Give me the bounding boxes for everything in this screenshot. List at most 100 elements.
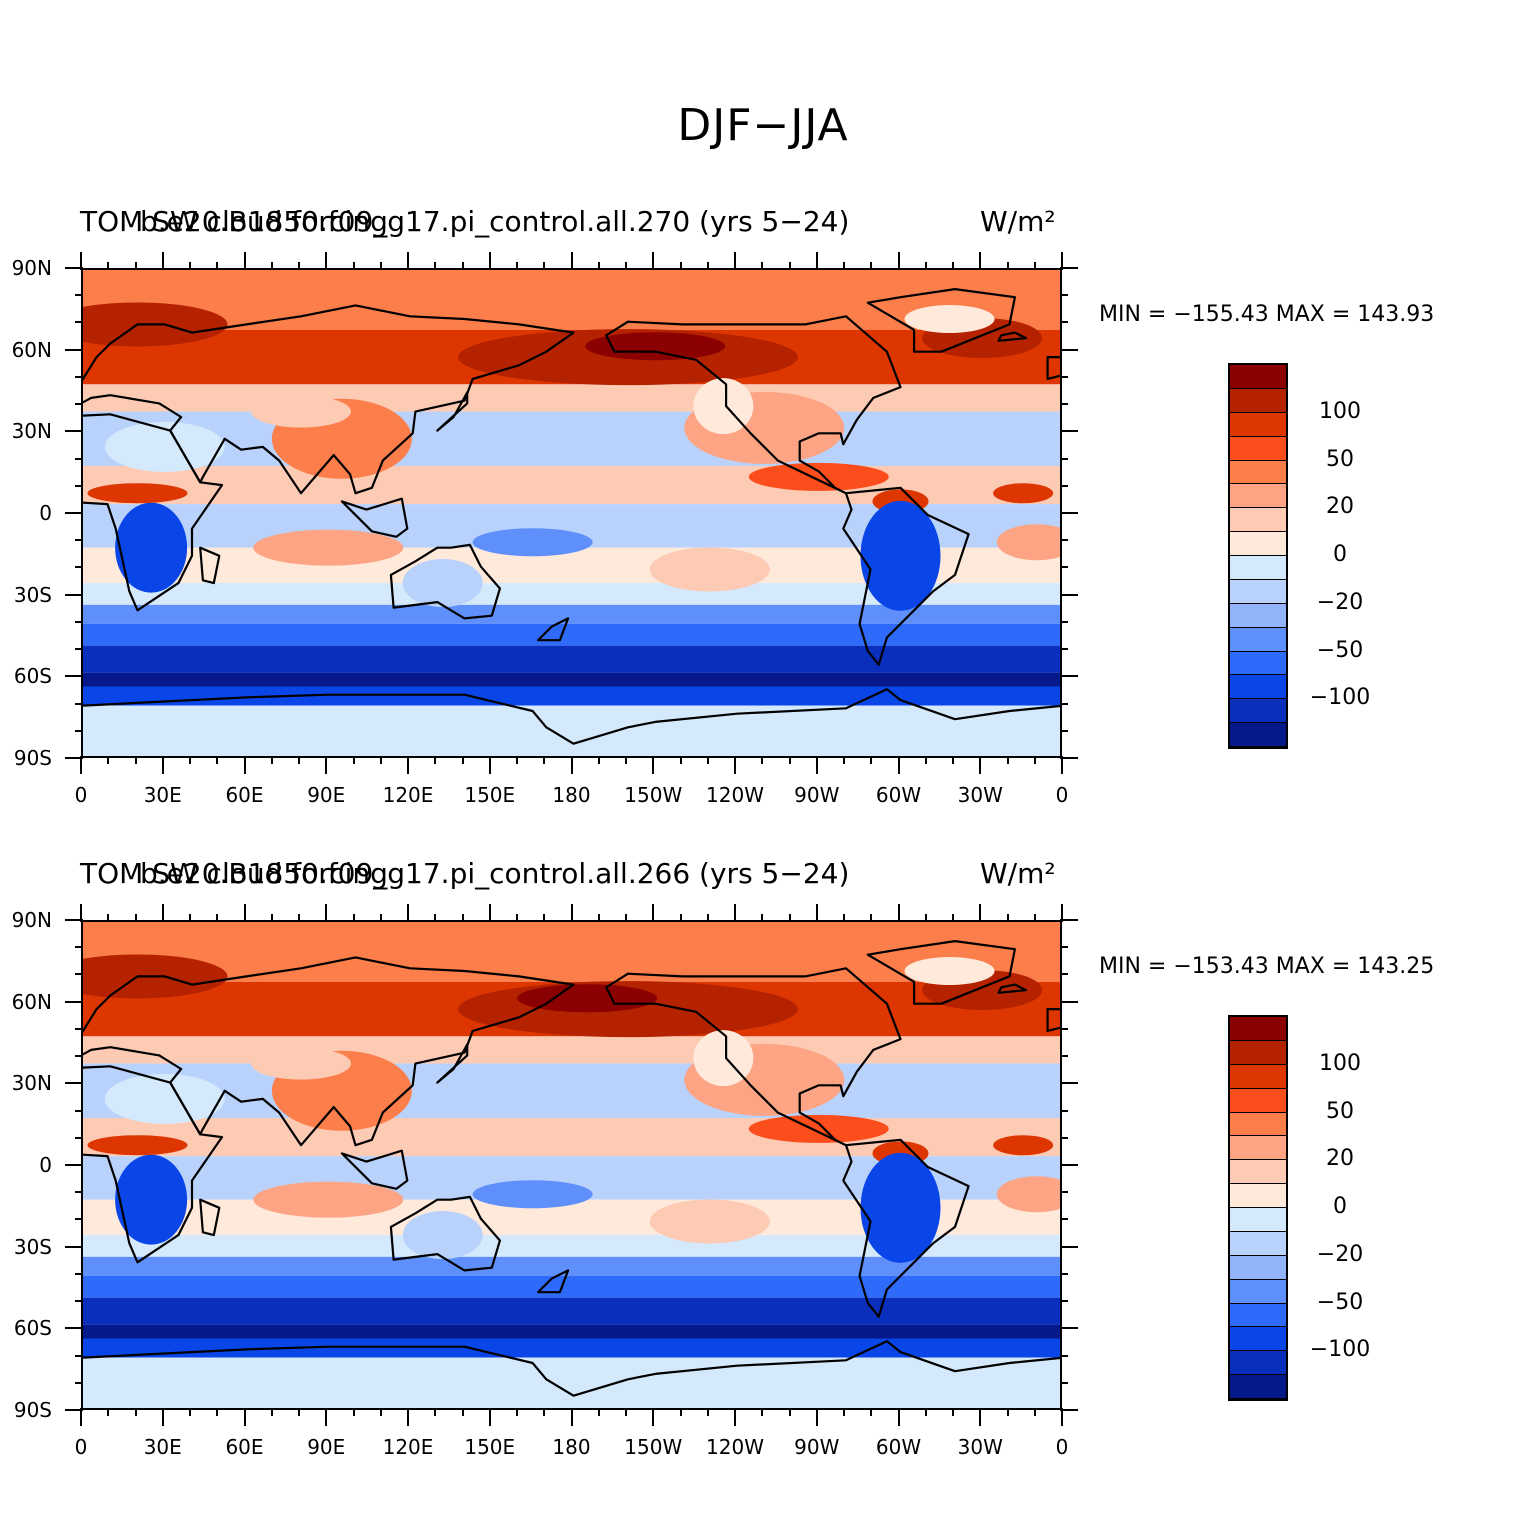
panel-variable-label: TOM SW cloud forcing bbox=[80, 205, 388, 238]
coastline bbox=[83, 304, 575, 495]
shading-blob bbox=[87, 1135, 188, 1156]
y-tick-label: 60S bbox=[13, 664, 52, 689]
x-tick-label: 120E bbox=[382, 783, 434, 807]
shading-band bbox=[83, 604, 1060, 624]
y-tick bbox=[1060, 512, 1078, 514]
y-minor-tick bbox=[1060, 973, 1068, 976]
coastline bbox=[997, 983, 1027, 994]
x-minor-tick bbox=[1006, 914, 1009, 922]
x-minor-tick bbox=[461, 756, 464, 764]
shading-band bbox=[83, 1235, 1060, 1257]
shading-band bbox=[83, 645, 1060, 673]
x-minor-tick bbox=[270, 262, 273, 270]
colorbar-segment bbox=[1230, 556, 1286, 580]
x-minor-tick bbox=[870, 262, 873, 270]
x-minor-tick bbox=[761, 914, 764, 922]
x-tick-label: 150E bbox=[464, 1435, 516, 1459]
y-tick bbox=[1060, 1082, 1078, 1085]
y-tick bbox=[65, 1327, 83, 1330]
y-tick bbox=[1060, 267, 1078, 269]
x-tick bbox=[161, 904, 164, 922]
map-plot bbox=[81, 920, 1062, 1410]
x-tick bbox=[815, 1408, 818, 1426]
y-minor-tick bbox=[1060, 484, 1068, 487]
figure-title: DJF−JJA bbox=[677, 100, 849, 151]
coastline bbox=[389, 543, 501, 620]
y-minor-tick bbox=[75, 321, 83, 324]
x-minor-tick bbox=[761, 756, 764, 764]
x-tick bbox=[570, 904, 573, 922]
colorbar-label: −20 bbox=[1316, 589, 1364, 615]
colorbar-segment bbox=[1230, 388, 1286, 413]
y-tick bbox=[65, 348, 83, 351]
panel-variable-label: TOM SW cloud forcing bbox=[80, 857, 388, 890]
coastline bbox=[436, 391, 469, 432]
x-minor-tick bbox=[216, 1408, 219, 1416]
x-minor-tick bbox=[843, 262, 845, 270]
x-tick-label: 150E bbox=[464, 783, 516, 807]
x-minor-tick bbox=[352, 914, 355, 922]
x-minor-tick bbox=[461, 1408, 464, 1416]
x-minor-tick bbox=[924, 914, 927, 922]
map-plot bbox=[81, 268, 1062, 758]
x-minor-tick bbox=[706, 1408, 709, 1416]
y-minor-tick bbox=[75, 1300, 83, 1303]
panel-units-label: W/m² bbox=[980, 205, 1056, 238]
y-minor-tick bbox=[75, 403, 83, 406]
colorbar-label: −20 bbox=[1316, 1241, 1364, 1267]
x-minor-tick bbox=[543, 262, 546, 270]
y-tick bbox=[1060, 1245, 1078, 1248]
shading-blob bbox=[115, 1154, 188, 1245]
coastline bbox=[83, 688, 1060, 745]
x-minor-tick bbox=[597, 756, 600, 764]
x-minor-tick bbox=[1033, 914, 1036, 922]
x-tick bbox=[652, 756, 655, 774]
shading-blob bbox=[860, 1152, 941, 1263]
x-tick bbox=[407, 252, 409, 270]
y-minor-tick bbox=[75, 1354, 83, 1357]
x-minor-tick bbox=[1033, 1408, 1036, 1416]
shading-band bbox=[83, 384, 1060, 412]
colorbar-segment bbox=[1230, 723, 1286, 747]
coastline bbox=[1046, 356, 1060, 380]
y-minor-tick bbox=[1060, 1354, 1068, 1357]
x-tick bbox=[243, 904, 246, 922]
colorbar bbox=[1228, 1015, 1288, 1401]
x-minor-tick bbox=[543, 1408, 546, 1416]
shading-blob bbox=[996, 1176, 1060, 1213]
y-minor-tick bbox=[75, 648, 83, 651]
x-minor-tick bbox=[679, 262, 682, 270]
y-minor-tick bbox=[75, 620, 83, 623]
x-minor-tick bbox=[952, 914, 954, 922]
x-tick bbox=[243, 252, 246, 270]
y-minor-tick bbox=[1060, 1218, 1068, 1221]
x-tick bbox=[161, 1408, 164, 1426]
coastline bbox=[537, 617, 570, 642]
x-minor-tick bbox=[434, 914, 437, 922]
y-tick bbox=[1060, 1000, 1078, 1003]
x-minor-tick bbox=[870, 756, 873, 764]
shading-band bbox=[83, 1297, 1060, 1325]
x-minor-tick bbox=[270, 914, 273, 922]
colorbar-segment bbox=[1230, 1136, 1286, 1161]
y-tick bbox=[65, 512, 83, 514]
y-minor-tick bbox=[75, 946, 83, 949]
colorbar-label: −100 bbox=[1309, 1337, 1371, 1363]
y-minor-tick bbox=[1060, 1272, 1068, 1275]
y-tick bbox=[1060, 348, 1078, 351]
x-tick-label: 180 bbox=[552, 1435, 591, 1459]
shading-blob bbox=[996, 524, 1060, 561]
x-tick-label: 60E bbox=[225, 783, 264, 807]
x-tick bbox=[1061, 1408, 1063, 1426]
shading-blob bbox=[115, 502, 188, 593]
x-minor-tick bbox=[788, 1408, 791, 1416]
x-minor-tick bbox=[352, 1408, 355, 1416]
x-tick bbox=[407, 904, 409, 922]
x-minor-tick bbox=[461, 262, 464, 270]
coastline bbox=[866, 940, 1016, 1005]
x-tick bbox=[897, 756, 900, 774]
x-tick bbox=[979, 1408, 982, 1426]
y-minor-tick bbox=[1060, 294, 1068, 297]
shading-band bbox=[83, 672, 1060, 687]
colorbar-segment bbox=[1230, 1231, 1286, 1256]
